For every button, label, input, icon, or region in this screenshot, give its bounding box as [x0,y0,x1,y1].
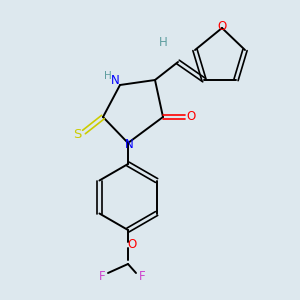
Text: N: N [111,74,119,86]
Text: S: S [73,128,81,140]
Text: O: O [218,20,226,32]
Text: H: H [104,71,112,81]
Text: O: O [186,110,196,124]
Text: F: F [139,269,145,283]
Text: F: F [99,269,105,283]
Text: H: H [159,35,167,49]
Text: N: N [124,139,134,152]
Text: O: O [128,238,136,251]
